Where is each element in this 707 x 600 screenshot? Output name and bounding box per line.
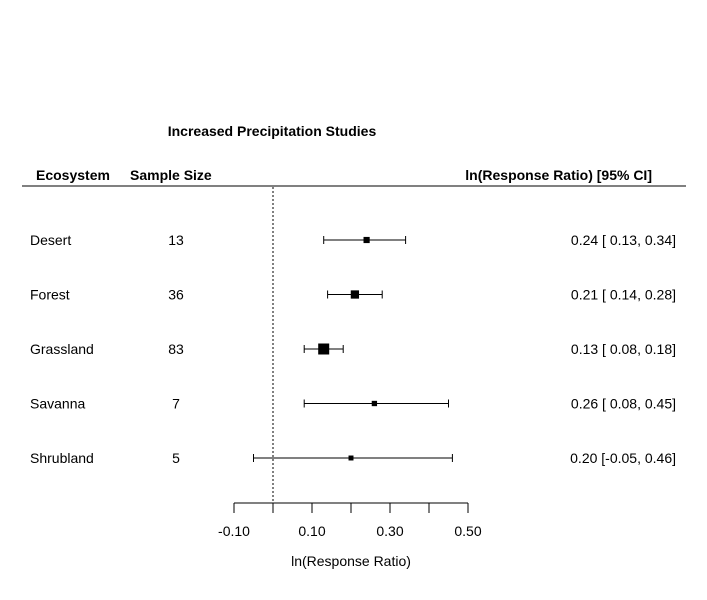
row-sample-size: 13 — [168, 232, 184, 248]
header-effect: ln(Response Ratio) [95% CI] — [465, 167, 652, 183]
x-tick-label: 0.30 — [376, 523, 403, 539]
point-estimate — [348, 455, 354, 461]
row-effect-label: 0.20 [-0.05, 0.46] — [570, 450, 676, 466]
row-ecosystem-label: Forest — [30, 287, 70, 303]
row-sample-size: 7 — [172, 396, 180, 412]
row-ecosystem-label: Grassland — [30, 341, 94, 357]
point-estimate — [371, 400, 378, 407]
row-sample-size: 36 — [168, 287, 184, 303]
chart-title: Increased Precipitation Studies — [168, 123, 377, 139]
row-sample-size: 5 — [172, 450, 180, 466]
x-tick-label: 0.10 — [298, 523, 325, 539]
x-axis-label: ln(Response Ratio) — [291, 553, 411, 569]
point-estimate — [363, 236, 370, 244]
point-estimate — [350, 290, 360, 299]
row-effect-label: 0.26 [ 0.08, 0.45] — [571, 396, 676, 412]
row-ecosystem-label: Savanna — [30, 396, 85, 412]
row-effect-label: 0.21 [ 0.14, 0.28] — [571, 287, 676, 303]
point-estimate — [318, 343, 330, 355]
row-ecosystem-label: Desert — [30, 232, 71, 248]
x-tick-label: 0.50 — [454, 523, 481, 539]
header-ecosystem: Ecosystem — [36, 167, 110, 183]
row-effect-label: 0.13 [ 0.08, 0.18] — [571, 341, 676, 357]
x-tick-label: -0.10 — [218, 523, 250, 539]
row-ecosystem-label: Shrubland — [30, 450, 94, 466]
header-sample-size: Sample Size — [130, 167, 212, 183]
row-effect-label: 0.24 [ 0.13, 0.34] — [571, 232, 676, 248]
row-sample-size: 83 — [168, 341, 184, 357]
